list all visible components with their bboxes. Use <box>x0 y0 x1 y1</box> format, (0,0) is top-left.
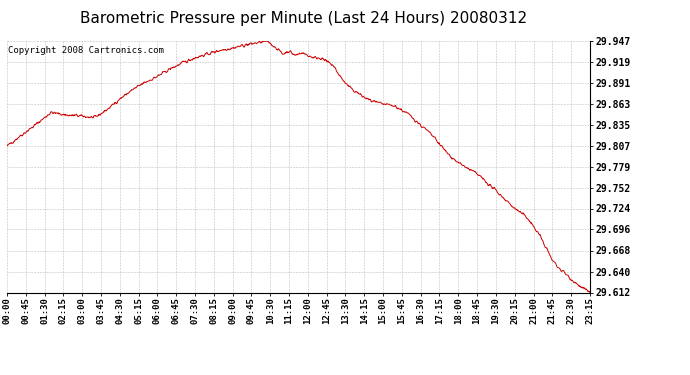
Text: Copyright 2008 Cartronics.com: Copyright 2008 Cartronics.com <box>8 46 164 55</box>
Text: Barometric Pressure per Minute (Last 24 Hours) 20080312: Barometric Pressure per Minute (Last 24 … <box>80 11 527 26</box>
